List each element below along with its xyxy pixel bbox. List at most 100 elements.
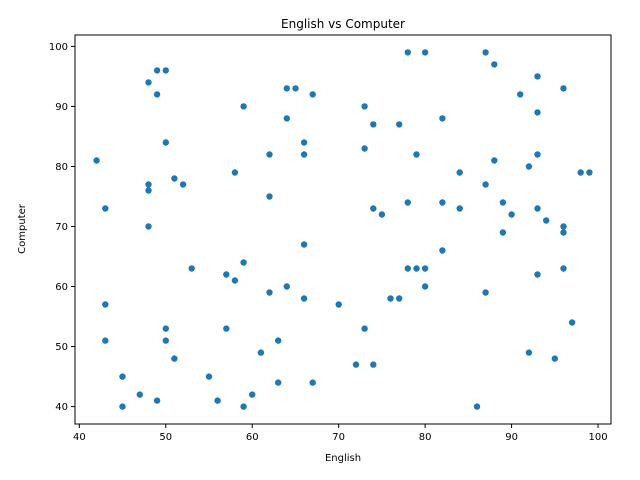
data-point	[266, 193, 273, 200]
data-point	[240, 403, 247, 410]
x-tick-label: 60	[246, 432, 259, 443]
data-point	[309, 91, 316, 98]
data-point	[586, 169, 593, 176]
data-point	[188, 265, 195, 272]
data-point	[361, 145, 368, 152]
data-point	[421, 283, 429, 290]
data-point	[482, 49, 489, 56]
data-point	[240, 103, 247, 110]
x-axis: 40 50 60 70 80 90 100	[73, 424, 608, 443]
data-point	[404, 199, 411, 206]
data-point	[283, 85, 290, 92]
data-point	[214, 397, 221, 404]
x-tick-label: 70	[332, 432, 345, 443]
data-point	[543, 217, 550, 224]
data-point	[352, 361, 360, 368]
data-point	[482, 289, 489, 296]
y-tick-label: 80	[55, 162, 68, 173]
data-point	[370, 361, 377, 368]
data-point	[102, 337, 109, 344]
data-point	[387, 295, 394, 302]
data-point	[231, 169, 239, 176]
data-point	[439, 199, 446, 206]
y-tick-label: 70	[55, 222, 68, 233]
data-point	[102, 301, 109, 308]
data-point	[292, 85, 299, 92]
data-point	[300, 151, 308, 158]
data-point	[456, 169, 463, 176]
y-axis-title: Computer	[17, 203, 28, 254]
data-point	[534, 271, 541, 278]
x-axis-title: English	[325, 453, 361, 464]
y-axis: 40 50 60 70 80 90 100	[49, 42, 75, 413]
data-point	[370, 121, 377, 128]
data-point	[499, 199, 507, 206]
data-point	[153, 91, 161, 98]
data-point	[421, 265, 429, 272]
y-tick-label: 50	[55, 342, 68, 353]
data-point	[300, 295, 308, 302]
data-point	[266, 151, 273, 158]
data-point	[404, 265, 411, 272]
data-point	[534, 109, 541, 116]
points-layer	[93, 49, 593, 410]
data-point	[283, 115, 290, 122]
data-point	[162, 67, 169, 74]
data-point	[491, 61, 498, 68]
data-point	[421, 49, 429, 56]
data-point	[560, 85, 567, 92]
x-tick-label: 40	[73, 432, 86, 443]
data-point	[499, 229, 507, 236]
data-point	[508, 211, 515, 218]
data-point	[102, 205, 109, 212]
data-point	[456, 205, 463, 212]
data-point	[309, 379, 316, 386]
data-point	[145, 187, 152, 194]
data-point	[153, 67, 161, 74]
data-point	[525, 349, 533, 356]
data-point	[568, 319, 576, 326]
data-point	[560, 223, 567, 230]
data-point	[179, 181, 187, 188]
chart-title: English vs Computer	[281, 17, 405, 31]
y-tick-label: 60	[55, 282, 68, 293]
data-point	[361, 325, 368, 332]
data-point	[119, 403, 126, 410]
data-point	[534, 151, 541, 158]
data-point	[136, 391, 143, 398]
x-tick-label: 80	[419, 432, 432, 443]
data-point	[275, 337, 282, 344]
data-point	[283, 283, 290, 290]
data-point	[534, 205, 541, 212]
data-point	[300, 139, 308, 146]
data-point	[275, 379, 282, 386]
data-point	[413, 151, 420, 158]
data-point	[162, 139, 169, 146]
data-point	[396, 121, 403, 128]
data-point	[145, 181, 152, 188]
data-point	[560, 229, 567, 236]
data-point	[223, 325, 230, 332]
data-point	[396, 295, 403, 302]
data-point	[240, 259, 247, 266]
data-point	[491, 157, 498, 164]
data-point	[153, 397, 161, 404]
data-point	[145, 223, 152, 230]
data-point	[171, 175, 178, 182]
y-tick-label: 100	[49, 42, 68, 53]
data-point	[223, 271, 230, 278]
data-point	[404, 49, 411, 56]
data-point	[162, 337, 169, 344]
data-point	[551, 355, 558, 362]
data-point	[525, 163, 533, 170]
data-point	[473, 403, 481, 410]
x-tick-label: 90	[505, 432, 518, 443]
data-point	[335, 301, 342, 308]
data-point	[413, 265, 420, 272]
y-tick-label: 40	[55, 402, 68, 413]
data-point	[205, 373, 213, 380]
data-point	[266, 289, 273, 296]
